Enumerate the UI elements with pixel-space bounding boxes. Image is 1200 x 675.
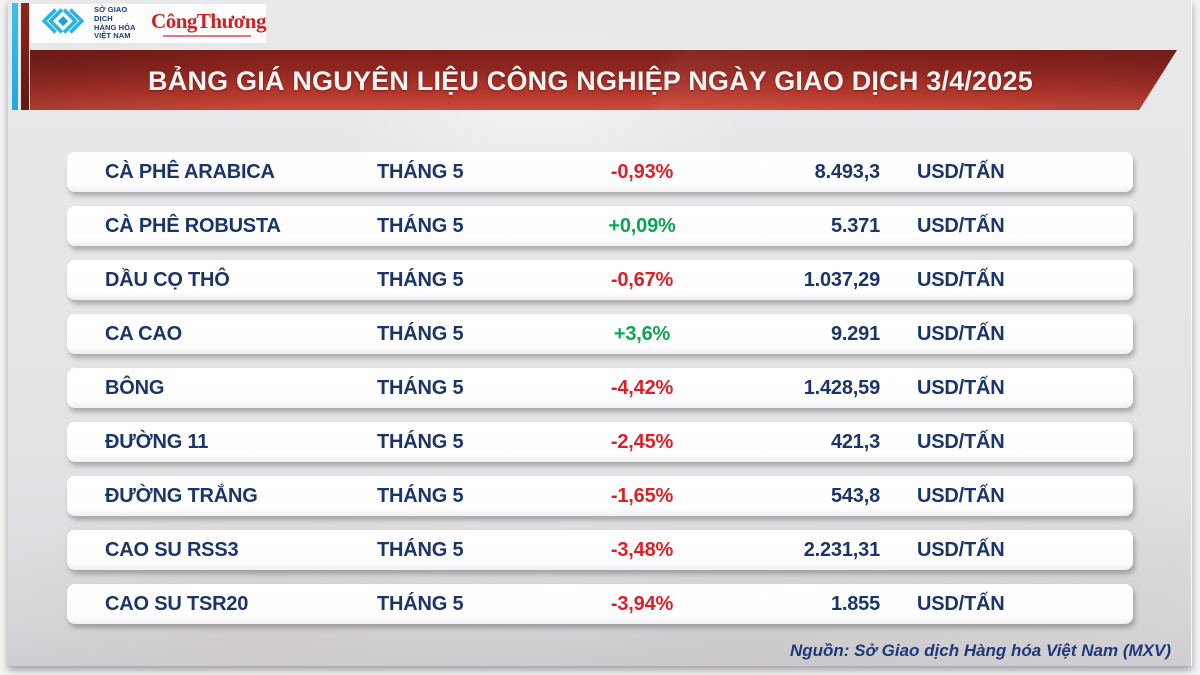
contract-month: THÁNG 5 xyxy=(377,430,464,453)
price-unit: USD/TẤN xyxy=(917,160,1005,183)
commodity-name: CAO SU RSS3 xyxy=(105,538,239,561)
source-note: Nguồn: Sở Giao dịch Hàng hóa Việt Nam (M… xyxy=(789,641,1171,660)
contract-month: THÁNG 5 xyxy=(377,538,464,561)
price-unit: USD/TẤN xyxy=(917,538,1005,561)
contract-month: THÁNG 5 xyxy=(377,214,464,237)
mxv-name-line1: SỞ GIAO DỊCH xyxy=(94,5,128,23)
congthuong-tagline-rule xyxy=(163,34,252,37)
change-percent: -3,48% xyxy=(610,538,674,561)
change-percent: -2,45% xyxy=(610,430,674,453)
contract-month: THÁNG 5 xyxy=(377,484,464,507)
commodity-name: CAO SU TSR20 xyxy=(105,592,249,615)
table-row: ĐƯỜNG 11 THÁNG 5 -2,45% 421,3 USD/TẤN xyxy=(67,422,1133,462)
table-row: CÀ PHÊ ARABICA THÁNG 5 -0,93% 8.493,3 US… xyxy=(67,152,1133,192)
commodity-name: ĐƯỜNG 11 xyxy=(105,430,209,453)
price-value: 1.037,29 xyxy=(803,268,880,291)
change-percent: +0,09% xyxy=(608,214,676,237)
change-percent: -0,93% xyxy=(610,160,674,183)
contract-month: THÁNG 5 xyxy=(377,160,464,183)
change-percent: -1,65% xyxy=(610,484,674,507)
table-row: DẦU CỌ THÔ THÁNG 5 -0,67% 1.037,29 USD/T… xyxy=(67,260,1133,300)
price-unit: USD/TẤN xyxy=(917,322,1005,345)
price-value: 5.371 xyxy=(830,214,880,237)
contract-month: THÁNG 5 xyxy=(377,268,464,291)
price-value: 8.493,3 xyxy=(814,160,881,183)
commodity-name: CÀ PHÊ ROBUSTA xyxy=(105,214,281,237)
congthuong-logo: CôngThương xyxy=(151,8,266,37)
price-unit: USD/TẤN xyxy=(917,268,1005,291)
mxv-logo-icon xyxy=(38,5,88,42)
price-unit: USD/TẤN xyxy=(917,430,1005,453)
mxv-name: SỞ GIAO DỊCH HÀNG HÓA VIỆT NAM xyxy=(94,6,143,41)
price-unit: USD/TẤN xyxy=(917,592,1005,615)
price-value: 543,8 xyxy=(830,484,880,507)
table-row: BÔNG THÁNG 5 -4,42% 1.428,59 USD/TẤN xyxy=(67,368,1133,408)
table-row: CÀ PHÊ ROBUSTA THÁNG 5 +0,09% 5.371 USD/… xyxy=(67,206,1133,246)
contract-month: THÁNG 5 xyxy=(377,322,464,345)
change-percent: +3,6% xyxy=(613,322,671,345)
price-value: 2.231,31 xyxy=(803,538,880,561)
commodity-name: CA CAO xyxy=(105,322,182,345)
change-percent: -4,42% xyxy=(610,376,674,399)
title-banner: BẢNG GIÁ NGUYÊN LIỆU CÔNG NGHIỆP NGÀY GI… xyxy=(30,50,1177,110)
commodity-name: BÔNG xyxy=(105,376,165,399)
price-value: 1.855 xyxy=(830,592,880,615)
page-title: BẢNG GIÁ NGUYÊN LIỆU CÔNG NGHIỆP NGÀY GI… xyxy=(148,66,1033,96)
mxv-name-line2: HÀNG HÓA xyxy=(94,22,136,32)
commodity-name: ĐƯỜNG TRẮNG xyxy=(105,484,258,507)
mxv-name-line3: VIỆT NAM xyxy=(94,31,131,41)
price-table: CÀ PHÊ ARABICA THÁNG 5 -0,93% 8.493,3 US… xyxy=(67,152,1133,638)
left-accent-bar-maroon xyxy=(21,3,29,110)
table-row: CAO SU TSR20 THÁNG 5 -3,94% 1.855 USD/TẤ… xyxy=(67,584,1133,624)
congthuong-wordmark: CôngThương xyxy=(151,8,266,33)
price-value: 9.291 xyxy=(830,322,880,345)
table-row: ĐƯỜNG TRẮNG THÁNG 5 -1,65% 543,8 USD/TẤN xyxy=(67,476,1133,516)
brand-strip: SỞ GIAO DỊCH HÀNG HÓA VIỆT NAM CôngThươn… xyxy=(30,4,266,43)
price-unit: USD/TẤN xyxy=(917,484,1005,507)
change-percent: -0,67% xyxy=(610,268,674,291)
commodity-name: DẦU CỌ THÔ xyxy=(105,268,230,291)
table-row: CAO SU RSS3 THÁNG 5 -3,48% 2.231,31 USD/… xyxy=(67,530,1133,570)
contract-month: THÁNG 5 xyxy=(377,592,464,615)
contract-month: THÁNG 5 xyxy=(377,376,464,399)
price-unit: USD/TẤN xyxy=(917,214,1005,237)
left-accent-bar-cyan xyxy=(12,3,18,110)
price-value: 421,3 xyxy=(830,430,880,453)
price-unit: USD/TẤN xyxy=(917,376,1005,399)
table-row: CA CAO THÁNG 5 +3,6% 9.291 USD/TẤN xyxy=(67,314,1133,354)
price-value: 1.428,59 xyxy=(803,376,880,399)
commodity-name: CÀ PHÊ ARABICA xyxy=(105,160,275,183)
change-percent: -3,94% xyxy=(610,592,674,615)
